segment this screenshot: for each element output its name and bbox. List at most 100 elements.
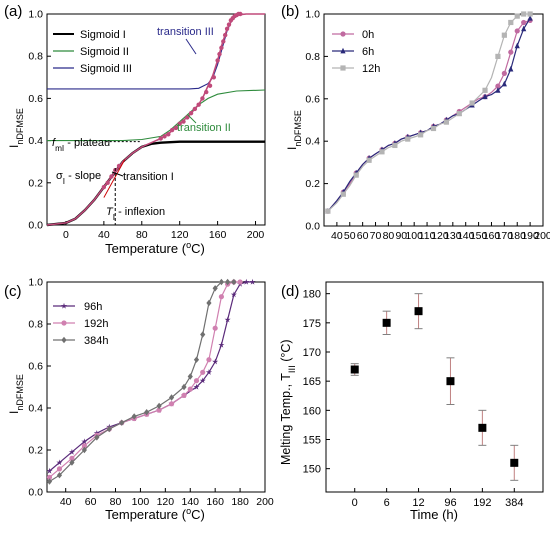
legend-marker bbox=[61, 336, 67, 344]
x-tick-label: 60 bbox=[85, 496, 97, 508]
data-point-384h bbox=[181, 383, 187, 391]
x-tick-label: 0 bbox=[63, 229, 69, 241]
x-tick-label: 6 bbox=[384, 497, 390, 509]
y-tick-label: 1.0 bbox=[305, 9, 320, 21]
data-point-12h bbox=[501, 32, 507, 38]
data-point bbox=[162, 134, 167, 139]
data-point-96h bbox=[212, 358, 219, 365]
data-point-192h bbox=[218, 294, 224, 300]
y-tick-label: 155 bbox=[303, 435, 321, 447]
panel-label: (c) bbox=[4, 283, 22, 300]
data-point-96h bbox=[249, 278, 256, 285]
data-point-96h bbox=[199, 377, 206, 384]
data-point bbox=[166, 132, 171, 137]
y-tick-label: 175 bbox=[303, 318, 321, 330]
data-point bbox=[196, 102, 201, 107]
y-tick-label: 1.0 bbox=[28, 9, 43, 21]
data-point bbox=[200, 96, 205, 101]
series-line-12h bbox=[327, 13, 531, 212]
series-line-6h bbox=[327, 17, 531, 212]
data-point bbox=[217, 51, 222, 57]
data-point-384h bbox=[231, 278, 237, 286]
data-point bbox=[215, 58, 220, 63]
y-tick-label: 1.0 bbox=[28, 277, 43, 289]
data-point-6h bbox=[527, 15, 533, 21]
legend-marker bbox=[340, 47, 346, 54]
data-point-12h bbox=[456, 111, 462, 117]
data-point-384h bbox=[81, 446, 87, 454]
data-point-192h bbox=[181, 392, 187, 398]
data-point-12h bbox=[508, 19, 514, 26]
y-axis-label: InDFMSE bbox=[7, 108, 25, 148]
series-line-96h bbox=[49, 281, 253, 472]
x-tick-label: 0 bbox=[352, 497, 358, 509]
data-point-384h bbox=[193, 356, 200, 363]
data-point-192h bbox=[212, 325, 218, 331]
y-tick-label: 0.0 bbox=[305, 221, 320, 233]
x-tick-label: 100 bbox=[132, 496, 150, 508]
data-point-0h bbox=[495, 83, 501, 89]
data-point bbox=[382, 318, 391, 327]
x-tick-label: 80 bbox=[383, 230, 395, 242]
x-tick-label: 120 bbox=[157, 496, 175, 508]
x-tick-label: 12 bbox=[412, 497, 424, 509]
data-point-12h bbox=[482, 87, 488, 93]
panel-d: 150 155 160 165 170 175 180 0 6 12 96 192 384 Time (h… bbox=[279, 281, 544, 522]
data-point-96h bbox=[68, 448, 75, 455]
data-point-384h bbox=[206, 299, 212, 307]
x-tick-label: 180 bbox=[508, 230, 526, 242]
y-tick-label: 0.8 bbox=[28, 51, 43, 63]
y-tick-label: 0.6 bbox=[305, 93, 320, 105]
data-point-6h bbox=[501, 80, 507, 87]
panel-b: 40 50 60 70 80 901001101201301401501601701801… bbox=[281, 3, 550, 242]
data-point-384h bbox=[187, 373, 193, 380]
annotation-slope: σI - slope bbox=[56, 170, 101, 186]
data-point-384h bbox=[56, 472, 63, 479]
data-point bbox=[105, 180, 110, 185]
y-tick-label: 0.6 bbox=[28, 93, 43, 105]
x-axis-label: Temperature (oC) bbox=[105, 506, 205, 522]
data-point bbox=[510, 458, 519, 467]
y-tick-label: 0.2 bbox=[28, 177, 43, 189]
y-axis-label: InDFMSE bbox=[285, 110, 303, 150]
x-tick-label: 140 bbox=[457, 230, 475, 242]
data-point-96h bbox=[230, 291, 237, 298]
data-point-384h bbox=[144, 409, 150, 416]
data-point bbox=[204, 89, 209, 95]
data-point-12h bbox=[527, 11, 533, 17]
data-point-384h bbox=[225, 278, 231, 286]
y-axis-label: InDFMSE bbox=[7, 374, 25, 414]
legend-marker bbox=[61, 320, 67, 326]
data-point-384h bbox=[46, 478, 53, 485]
data-point bbox=[222, 32, 228, 38]
panel-label: (d) bbox=[281, 283, 299, 300]
annotation-transition-i: transition I bbox=[123, 171, 174, 183]
x-tick-label: 384 bbox=[505, 497, 523, 509]
data-point-12h bbox=[392, 142, 398, 149]
data-point bbox=[192, 106, 198, 112]
legend-label: 96h bbox=[84, 301, 102, 313]
x-tick-label: 40 bbox=[60, 496, 72, 508]
data-point-6h bbox=[495, 87, 501, 93]
annotation-transition-iii: transition III bbox=[157, 26, 214, 38]
data-point bbox=[350, 365, 359, 374]
data-point bbox=[238, 11, 243, 17]
x-tick-label: 120 bbox=[431, 230, 449, 242]
y-tick-label: 0.4 bbox=[28, 403, 43, 415]
x-tick-label: 130 bbox=[444, 230, 462, 242]
data-point-12h bbox=[521, 11, 527, 17]
x-tick-label: 200 bbox=[247, 229, 265, 241]
plot-frame bbox=[46, 13, 266, 226]
y-tick-label: 0.2 bbox=[305, 178, 320, 190]
x-axis-label: Temperature (oC) bbox=[105, 240, 205, 256]
annotation-transition-ii: transition II bbox=[177, 122, 231, 134]
data-point-6h bbox=[508, 65, 514, 72]
data-point-0h bbox=[501, 70, 507, 76]
data-point bbox=[219, 45, 224, 50]
data-point-96h bbox=[56, 459, 63, 466]
data-point-12h bbox=[469, 100, 475, 106]
x-tick-label: 70 bbox=[370, 230, 382, 242]
data-point-384h bbox=[212, 285, 218, 292]
data-point-6h bbox=[482, 93, 488, 100]
x-tick-label: 80 bbox=[110, 496, 122, 508]
